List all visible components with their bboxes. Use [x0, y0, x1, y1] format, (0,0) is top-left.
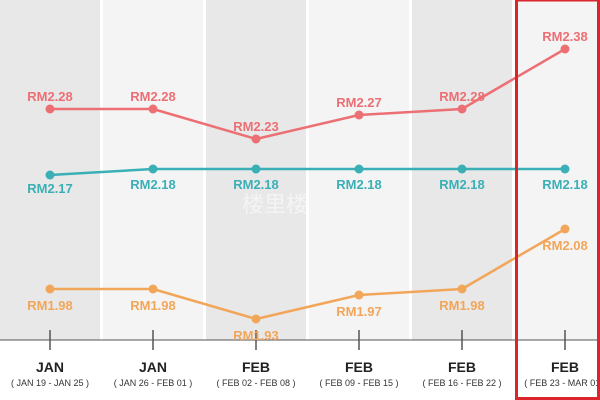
- orange-data-point: [148, 284, 158, 294]
- red-series-line: [50, 47, 566, 141]
- orange-data-point: [457, 284, 467, 294]
- x-tick-range: ( FEB 16 - FEB 22 ): [422, 378, 501, 388]
- orange-data-label: RM1.98: [439, 298, 485, 313]
- x-tick-month: JAN: [36, 359, 64, 375]
- x-tick-month: FEB: [448, 359, 476, 375]
- red-data-label: RM2.28: [27, 89, 73, 104]
- red-data-point: [148, 104, 158, 114]
- orange-data-label: RM1.93: [233, 328, 279, 343]
- teal-data-point: [457, 164, 467, 174]
- x-axis: [0, 330, 600, 350]
- teal-series-line: [49, 167, 565, 177]
- x-tick-range: ( FEB 02 - FEB 08 ): [216, 378, 295, 388]
- data-labels: RM2.28 RM2.28 RM2.23 RM2.27 RM2.28 RM2.38 RM2.…: [27, 29, 588, 343]
- red-data-point: [457, 104, 467, 114]
- teal-data-label: RM2.18: [542, 177, 588, 192]
- red-data-label: RM2.27: [336, 95, 382, 110]
- x-tick-range: ( FEB 09 - FEB 15 ): [319, 378, 398, 388]
- teal-data-label: RM2.18: [439, 177, 485, 192]
- red-data-label: RM2.23: [233, 119, 279, 134]
- red-data-point: [251, 134, 261, 144]
- watermark: 楼里楼: [242, 193, 308, 218]
- x-tick-month: FEB: [345, 359, 373, 375]
- orange-series-line: [50, 227, 566, 321]
- column-band: [0, 0, 100, 340]
- x-tick-month: JAN: [139, 359, 167, 375]
- red-data-label: RM2.28: [439, 89, 485, 104]
- series-lines: [49, 47, 566, 321]
- x-tick-range: ( JAN 26 - FEB 01 ): [114, 378, 193, 388]
- teal-data-label: RM2.18: [233, 177, 279, 192]
- x-tick-month: FEB: [242, 359, 270, 375]
- red-data-label: RM2.28: [130, 89, 176, 104]
- x-tick-range: ( FEB 23 - MAR 01 ): [524, 378, 600, 388]
- teal-data-point: [560, 164, 570, 174]
- orange-data-label: RM1.97: [336, 304, 382, 319]
- highlight-frame: [515, 0, 600, 400]
- teal-data-label: RM2.17: [27, 181, 73, 196]
- x-tick-range: ( JAN 19 - JAN 25 ): [11, 378, 89, 388]
- teal-data-point: [251, 164, 261, 174]
- orange-data-point: [560, 224, 570, 234]
- orange-data-label: RM1.98: [27, 298, 73, 313]
- red-data-point: [354, 110, 364, 120]
- series-points: [45, 44, 570, 324]
- red-data-point: [45, 104, 55, 114]
- orange-data-label: RM2.08: [542, 238, 588, 253]
- orange-data-label: RM1.98: [130, 298, 176, 313]
- teal-data-point: [148, 164, 158, 174]
- red-data-label: RM2.38: [542, 29, 588, 44]
- x-tick-month: FEB: [551, 359, 579, 375]
- orange-data-point: [45, 284, 55, 294]
- orange-data-point: [354, 290, 364, 300]
- red-data-point: [560, 44, 570, 54]
- teal-data-point: [45, 170, 55, 180]
- teal-data-label: RM2.18: [130, 177, 176, 192]
- teal-data-point: [354, 164, 364, 174]
- orange-data-point: [251, 314, 261, 324]
- x-tick-labels: JAN ( JAN 19 - JAN 25 ) JAN ( JAN 26 - FEB …: [11, 359, 600, 388]
- teal-data-label: RM2.18: [336, 177, 382, 192]
